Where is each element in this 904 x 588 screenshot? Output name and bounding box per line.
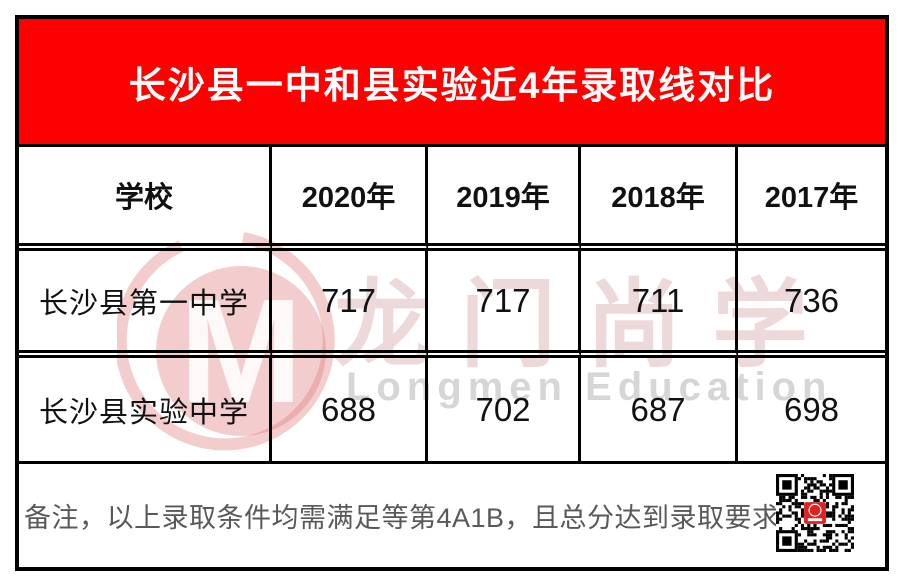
title-banner: 长沙县一中和县实验近4年录取线对比 (19, 19, 885, 147)
footer-note: 备注，以上录取条件均需满足等第4A1B，且总分达到录取要求 (24, 503, 780, 533)
score-cell: 736 (738, 251, 885, 358)
score-cell: 687 (581, 358, 738, 464)
qr-code (776, 474, 854, 552)
column-header-2020: 2020年 (272, 147, 428, 251)
page-title: 长沙县一中和县实验近4年录取线对比 (128, 64, 776, 106)
column-header-2018: 2018年 (581, 147, 738, 251)
column-header-2019: 2019年 (428, 147, 581, 251)
footer-row: 备注，以上录取条件均需满足等第4A1B，且总分达到录取要求 (19, 464, 885, 567)
column-header-school: 学校 (19, 147, 272, 251)
score-cell: 711 (581, 251, 738, 358)
score-cell: 717 (428, 251, 581, 358)
score-table: 学校 2020年 2019年 2018年 2017年 长沙县第一中学 717 7… (19, 147, 885, 464)
score-cell: 702 (428, 358, 581, 464)
score-cell: 688 (272, 358, 428, 464)
score-cell: 717 (272, 251, 428, 358)
school-name-cell: 长沙县实验中学 (19, 358, 272, 464)
score-cell: 698 (738, 358, 885, 464)
school-name-cell: 长沙县第一中学 (19, 251, 272, 358)
column-header-2017: 2017年 (738, 147, 885, 251)
table-frame: 长沙县一中和县实验近4年录取线对比 M 龙门尚学 Longmen Educati… (15, 15, 889, 571)
